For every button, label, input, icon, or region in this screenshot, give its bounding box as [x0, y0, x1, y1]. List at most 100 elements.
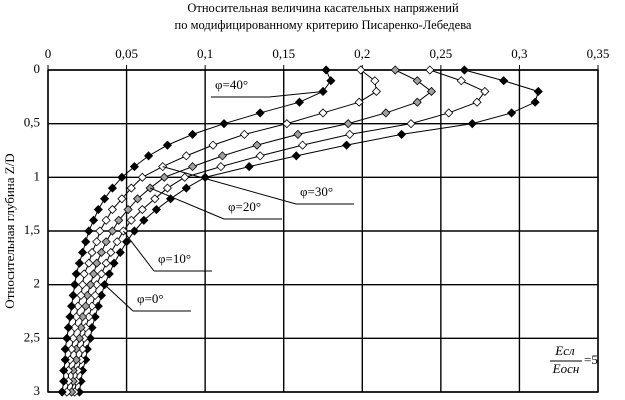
marker — [71, 355, 81, 365]
marker — [255, 108, 265, 118]
series-label: φ=20° — [228, 199, 261, 214]
marker — [81, 301, 91, 311]
marker — [426, 86, 436, 97]
x-tick-label: 0,1 — [197, 46, 213, 61]
marker — [96, 269, 106, 279]
marker — [78, 280, 88, 290]
marker — [87, 247, 97, 258]
y-tick-label: 3 — [34, 383, 41, 398]
series-label: φ=10° — [158, 251, 191, 266]
marker — [85, 280, 95, 290]
series-label: φ=30° — [300, 184, 333, 199]
marker — [90, 290, 100, 300]
marker — [345, 129, 355, 139]
marker — [472, 97, 482, 107]
marker — [117, 194, 127, 204]
marker — [67, 344, 77, 354]
marker — [133, 194, 143, 204]
marker — [74, 258, 84, 268]
marker — [216, 162, 226, 172]
marker — [87, 301, 97, 311]
marker — [93, 204, 103, 215]
series-label: φ=40° — [215, 77, 248, 92]
x-tick-label: 0,15 — [272, 46, 295, 61]
marker — [101, 237, 111, 247]
chart-subtitle: по модифицированному критерию Писаренко-… — [175, 18, 472, 32]
marker — [68, 333, 78, 343]
marker — [412, 76, 422, 86]
marker — [467, 119, 477, 129]
marker — [84, 258, 94, 268]
marker — [109, 258, 119, 268]
marker — [397, 129, 407, 139]
y-tick-label: 2 — [34, 276, 41, 291]
marker — [71, 269, 81, 279]
label-leader — [104, 284, 134, 312]
marker — [84, 226, 94, 236]
marker — [107, 183, 117, 193]
marker — [166, 194, 176, 204]
marker — [425, 65, 435, 75]
label-leader — [162, 166, 297, 205]
y-axis-label: Относительная глубина Z/D — [2, 153, 17, 308]
marker — [101, 258, 111, 268]
marker — [255, 151, 265, 161]
marker — [117, 172, 127, 182]
marker — [96, 290, 106, 300]
marker — [114, 215, 124, 225]
marker — [92, 258, 102, 268]
label-leader — [268, 90, 324, 98]
marker — [480, 86, 490, 97]
marker — [107, 226, 117, 236]
marker — [381, 108, 391, 118]
marker — [126, 183, 136, 193]
marker — [112, 237, 122, 247]
label-leader — [123, 230, 155, 272]
marker — [70, 323, 80, 333]
marker — [180, 172, 190, 182]
marker — [126, 215, 136, 225]
marker — [106, 247, 116, 258]
marker — [252, 140, 262, 150]
marker — [354, 97, 364, 107]
chart-title: Относительная величина касательных напря… — [187, 1, 459, 15]
x-tick-label: 0,2 — [354, 46, 370, 61]
marker — [162, 183, 172, 193]
marker — [60, 344, 70, 354]
marker — [100, 194, 110, 204]
marker — [371, 86, 381, 97]
marker — [390, 65, 400, 75]
marker — [96, 247, 106, 258]
marker — [456, 76, 466, 86]
x-tick-label: 0,3 — [511, 46, 527, 61]
marker — [188, 129, 198, 139]
x-tick-label: 0 — [45, 46, 52, 61]
marker — [92, 237, 102, 247]
marker — [459, 65, 469, 75]
marker — [291, 151, 301, 161]
marker — [318, 108, 328, 118]
marker — [129, 162, 139, 172]
marker — [208, 140, 218, 150]
marker — [93, 301, 103, 311]
marker — [123, 204, 133, 215]
marker — [122, 237, 132, 247]
y-tick-label: 2,5 — [24, 329, 40, 344]
x-tick-label: 0,35 — [587, 46, 610, 61]
annotation-denominator: Eосн — [552, 361, 580, 376]
marker — [533, 86, 543, 97]
marker — [90, 312, 100, 322]
marker — [293, 129, 303, 139]
marker — [151, 204, 161, 215]
marker — [294, 97, 304, 107]
marker — [144, 151, 154, 161]
marker — [82, 290, 92, 300]
marker — [59, 376, 69, 386]
marker — [444, 108, 454, 118]
marker — [181, 151, 191, 161]
marker — [84, 312, 94, 322]
marker — [326, 76, 336, 86]
marker — [530, 97, 540, 107]
marker — [412, 97, 422, 107]
